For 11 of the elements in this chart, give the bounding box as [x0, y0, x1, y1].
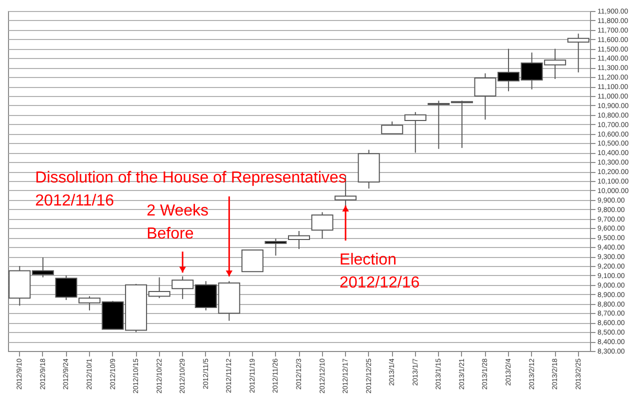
candlestick — [264, 238, 287, 256]
annotation: Election 2012/12/16 — [340, 252, 420, 292]
candlestick — [288, 230, 310, 250]
candlestick — [55, 274, 78, 300]
candlestick — [450, 100, 473, 148]
candlestick — [567, 33, 590, 73]
candlestick — [404, 112, 426, 154]
candlestick — [241, 249, 264, 272]
candlestick — [381, 121, 404, 134]
candlestick — [311, 212, 334, 240]
candlestick — [428, 100, 450, 150]
